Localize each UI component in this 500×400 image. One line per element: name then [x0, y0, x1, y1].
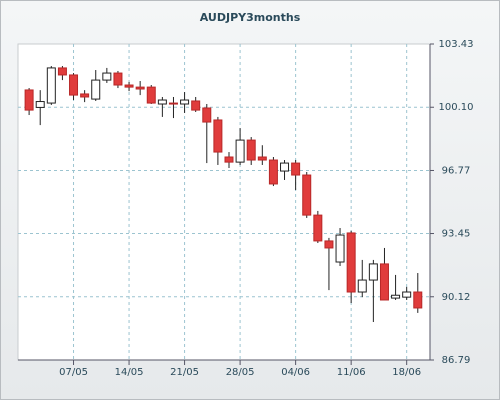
candle-body — [213, 119, 223, 153]
candle-body — [57, 67, 67, 76]
candle-body — [91, 79, 101, 100]
candle-body — [257, 156, 267, 161]
y-tick-label: 100.10 — [439, 102, 474, 113]
candle-body — [246, 139, 256, 161]
candle-body — [124, 84, 134, 88]
candle-body — [180, 99, 190, 105]
candle-body — [313, 214, 323, 242]
x-tick-label: 11/06 — [337, 367, 366, 378]
x-tick-label: 18/06 — [392, 367, 421, 378]
candle-body — [168, 102, 178, 105]
candle-body — [102, 72, 112, 81]
candle-body — [69, 74, 79, 96]
y-tick-label: 93.45 — [442, 229, 471, 240]
y-tick-label: 96.77 — [442, 165, 471, 176]
x-tick-label: 28/05 — [226, 367, 255, 378]
candle-body — [291, 162, 301, 176]
candle-body — [24, 89, 34, 111]
x-tick-label: 14/05 — [115, 367, 144, 378]
candle-body — [146, 86, 156, 104]
candle-body — [80, 93, 90, 98]
candle-body — [280, 162, 290, 172]
candle-body — [35, 101, 45, 108]
candle-body — [391, 294, 401, 299]
candle-body — [268, 159, 278, 185]
candle-body — [235, 139, 245, 163]
x-tick-label: 21/05 — [170, 367, 199, 378]
candle-body — [302, 174, 312, 216]
candle-body — [191, 100, 201, 111]
plot-area — [17, 43, 431, 361]
chart-title: AUDJPY3months — [200, 11, 301, 24]
candle-body — [46, 67, 56, 104]
candle-body — [202, 107, 212, 123]
y-tick-label: 103.43 — [439, 39, 474, 50]
candle-body — [357, 279, 367, 293]
y-tick-label: 86.79 — [442, 355, 471, 366]
y-tick-label: 90.12 — [442, 292, 471, 303]
candle-body — [324, 240, 334, 249]
candle-body — [224, 156, 234, 163]
candle-body — [368, 263, 378, 281]
candle-body — [335, 234, 345, 263]
x-tick-label: 04/06 — [281, 367, 310, 378]
candle-body — [135, 86, 145, 90]
candle-body — [113, 72, 123, 86]
candle-body — [402, 291, 412, 298]
candle-body — [346, 232, 356, 293]
x-tick-label: 07/05 — [59, 367, 88, 378]
candle-body — [157, 99, 167, 105]
candle-body — [379, 263, 389, 301]
candle-body — [413, 291, 423, 309]
